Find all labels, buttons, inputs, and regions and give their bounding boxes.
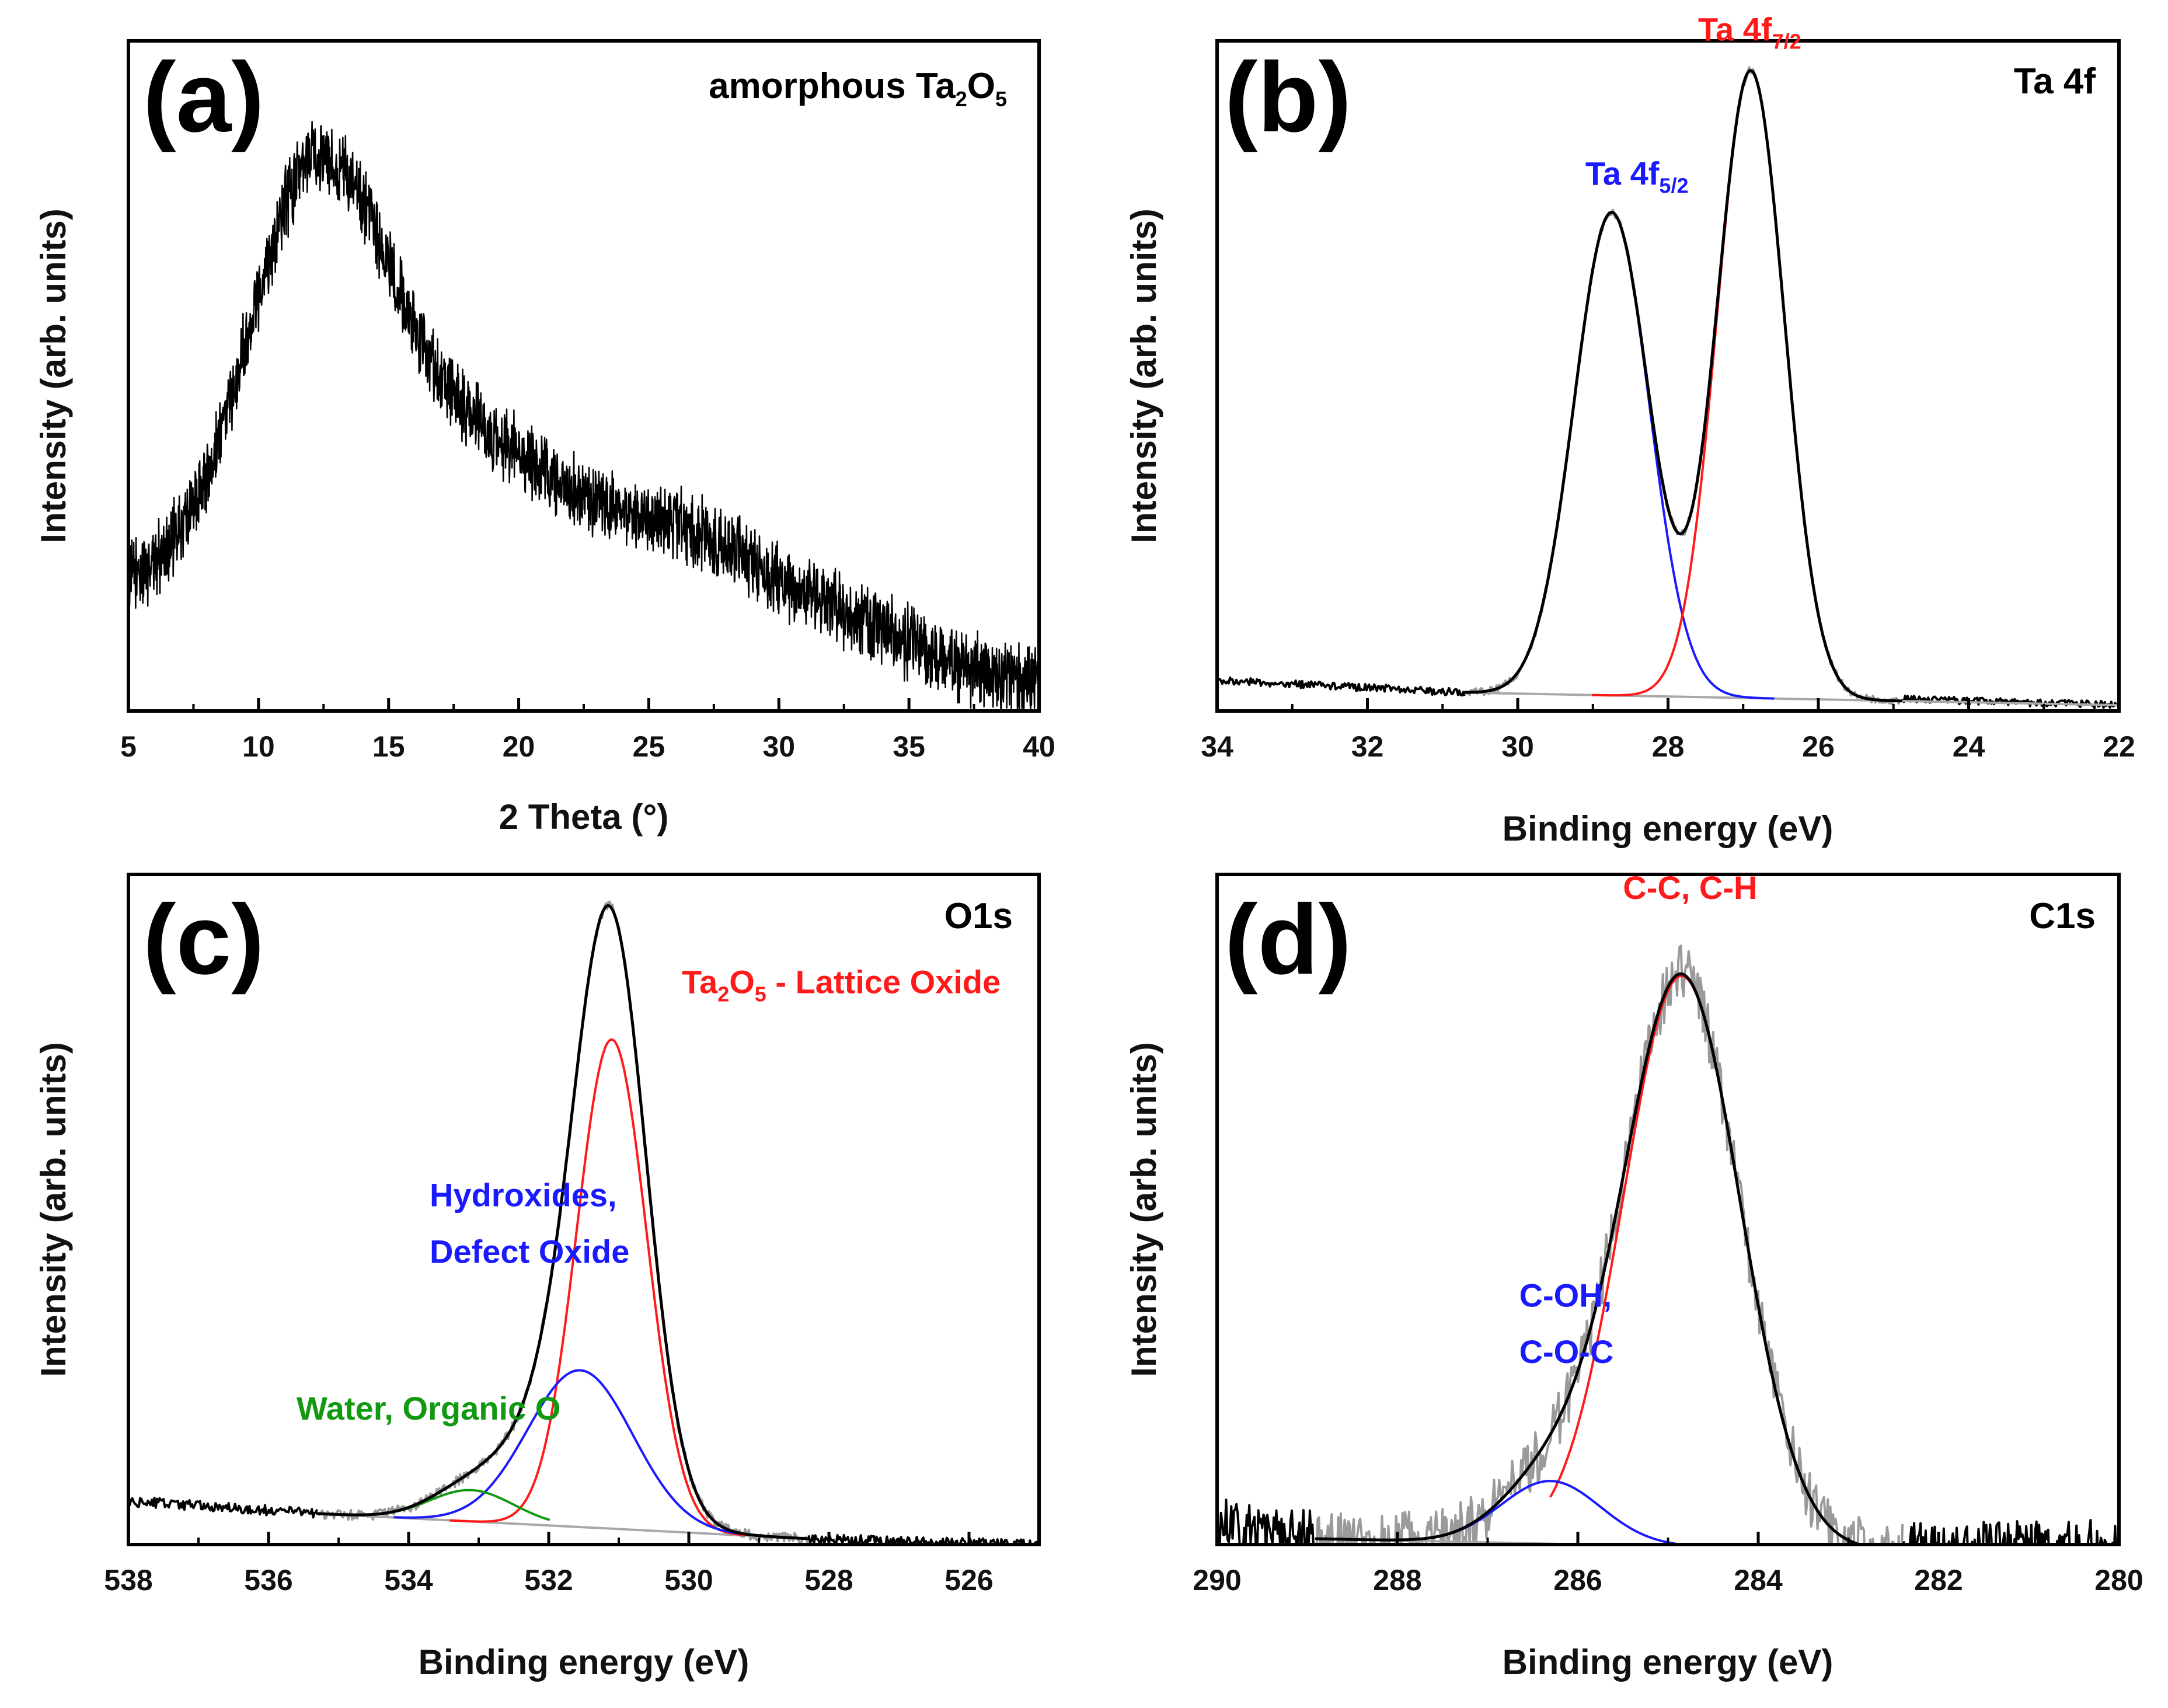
panel-d-series-envelope-fit — [1315, 972, 1865, 1545]
panel-d-letter: (d) — [1225, 884, 1351, 995]
panel-c-series-water-organic-o — [351, 1489, 550, 1521]
panel-b-series-envelope-fit — [1463, 69, 1903, 703]
panel-b-ylabel: Intensity (arb. units) — [1124, 208, 1163, 543]
panel-a-xtick-label: 5 — [120, 730, 137, 763]
panel-a-xtick-label: 10 — [242, 730, 275, 763]
panel-b-xtick-label: 28 — [1652, 730, 1685, 763]
panel-b-xlabel: Binding energy (eV) — [1503, 809, 1834, 848]
panel-d-xtick-label: 282 — [1914, 1564, 1963, 1597]
panel-c-xtick-label: 536 — [244, 1564, 292, 1597]
panel-b-letter: (b) — [1225, 42, 1351, 153]
panel-c-letter: (c) — [143, 884, 264, 995]
panel-c-ylabel: Intensity (arb. units) — [34, 1042, 73, 1376]
panel-d-title: C1s — [2029, 896, 2096, 936]
panel-b-xtick-label: 22 — [2103, 730, 2135, 763]
panel-c-annotation: Ta2O5 - Lattice Oxide — [682, 963, 1001, 1006]
panel-c-series — [128, 901, 1039, 1545]
panel-b-xtick-label: 24 — [1953, 730, 1985, 763]
panel-b: 34 32 30 28 26 24 22 (b) Ta 4f Ta 4f5/2 Ta 4f7/… — [1124, 11, 2135, 848]
panel-b-xtick-label: 26 — [1802, 730, 1835, 763]
panel-d-annotations: C-C, C-H C-OH, C-O-C — [1519, 869, 1758, 1370]
panel-c-series-lattice-oxide — [449, 1038, 746, 1536]
panel-b-xtick-label: 34 — [1201, 730, 1233, 763]
panel-c-xtick-label: 532 — [524, 1564, 573, 1597]
panel-d-series — [1217, 944, 2119, 1545]
panel-c-frame — [127, 873, 1041, 1546]
panel-a-ylabel: Intensity (arb. units) — [34, 208, 73, 543]
panel-a-xtick-label: 20 — [503, 730, 535, 763]
panel-c-xtick-label: 528 — [804, 1564, 853, 1597]
panel-d-xtick-label: 280 — [2094, 1564, 2143, 1597]
panel-a-ticks: 5 10 15 20 25 30 35 40 — [120, 698, 1055, 763]
panel-a-xlabel: 2 Theta (°) — [499, 797, 669, 836]
panel-b-annotation: Ta 4f5/2 — [1585, 155, 1689, 197]
panel-b-series-background — [1463, 691, 2119, 706]
panel-a-letter: (a) — [143, 42, 264, 153]
panel-b-frame — [1215, 39, 2121, 713]
panel-b-annotation: Ta 4f7/2 — [1698, 11, 1801, 53]
panel-b-measured-baseline — [1217, 676, 2119, 709]
panel-c-xtick-label: 538 — [104, 1564, 152, 1597]
panel-b-series — [1217, 66, 2119, 709]
panel-c-title: O1s — [944, 896, 1013, 936]
panel-b-ticks: 34 32 30 28 26 24 22 — [1201, 698, 2135, 763]
panel-d-xlabel: Binding energy (eV) — [1503, 1643, 1834, 1682]
panel-a-series-xrd-pattern — [128, 120, 1039, 711]
panel-b-annotations: Ta 4f5/2 Ta 4f7/2 — [1585, 11, 1801, 197]
panel-c-series-hydroxides-defect-oxide — [393, 1369, 739, 1535]
panel-c-annotation: Hydroxides, — [430, 1177, 617, 1214]
panel-d-xtick-label: 288 — [1373, 1564, 1421, 1597]
panel-a-xtick-label: 30 — [762, 730, 795, 763]
panel-d-xtick-label: 284 — [1734, 1564, 1783, 1597]
panel-c-xtick-label: 530 — [664, 1564, 713, 1597]
panel-c-xtick-label: 526 — [944, 1564, 993, 1597]
panel-d-xtick-label: 290 — [1193, 1564, 1241, 1597]
panel-b-xtick-label: 30 — [1501, 730, 1534, 763]
panel-d-series-c-c-c-h — [1549, 974, 1814, 1503]
panel-a-series — [128, 120, 1039, 711]
panel-d: 290 288 286 284 282 280 (d) C1s C-C, C-H C-OH,… — [1124, 869, 2143, 1682]
panel-d-annotation: C-C, C-H — [1623, 869, 1757, 906]
panel-d-measured-fit-region — [1315, 944, 1904, 1545]
panel-c-annotations: Ta2O5 - Lattice Oxide Hydroxides, Defect O… — [297, 963, 1001, 1427]
panel-d-ticks: 290 288 286 284 282 280 — [1193, 1532, 2143, 1597]
panel-c-ticks: 538 536 534 532 530 528 526 — [104, 1532, 994, 1597]
panel-a-xtick-label: 25 — [633, 730, 665, 763]
panel-d-measured-baseline — [1217, 1498, 2119, 1545]
panel-c-xtick-label: 534 — [384, 1564, 433, 1597]
panel-b-xtick-label: 32 — [1351, 730, 1384, 763]
panel-c-series-envelope-fit — [316, 904, 810, 1540]
panel-c-measured-baseline — [128, 1496, 1039, 1545]
panel-a-xtick-label: 35 — [893, 730, 925, 763]
panel-d-ylabel: Intensity (arb. units) — [1124, 1042, 1163, 1376]
panel-c-xlabel: Binding energy (eV) — [419, 1643, 750, 1682]
panel-a-title: amorphous Ta2O5 — [709, 66, 1007, 111]
panel-d-annotation: C-O-C — [1519, 1333, 1614, 1370]
panel-c-annotation: Water, Organic O — [297, 1390, 560, 1427]
panel-b-title: Ta 4f — [2014, 61, 2096, 102]
panel-a-frame — [127, 39, 1041, 713]
panel-d-annotation: C-OH, — [1519, 1277, 1612, 1314]
panel-c-annotation: Defect Oxide — [430, 1233, 629, 1270]
panel-a-xtick-label: 15 — [372, 730, 405, 763]
panel-a-xtick-label: 40 — [1023, 730, 1055, 763]
panel-d-xtick-label: 286 — [1553, 1564, 1602, 1597]
panel-c: 538 536 534 532 530 528 526 (c) O1s Ta2O5 - La… — [34, 873, 1041, 1682]
panel-a: 5 10 15 20 25 30 35 40 (a) amorphous Ta2O5 2 Th… — [34, 39, 1055, 836]
